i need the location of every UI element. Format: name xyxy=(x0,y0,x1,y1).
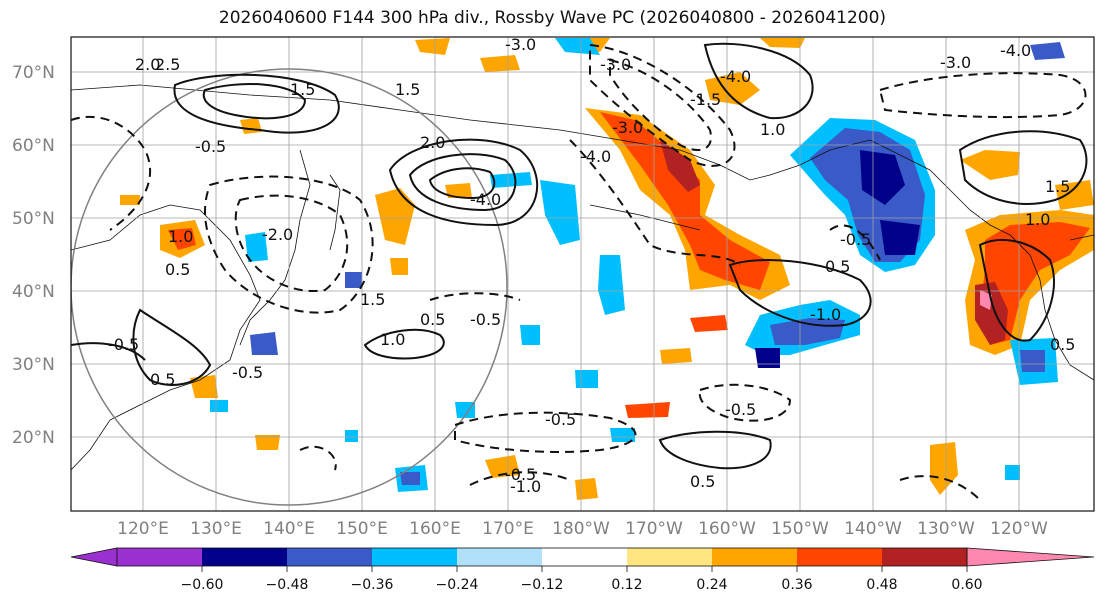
colorbar-segment xyxy=(712,548,797,566)
contour-label: 1.0 xyxy=(760,120,785,139)
colorbar-segment xyxy=(627,548,712,566)
lon-tick-label: 120°E xyxy=(117,519,169,539)
contour-label: -0.5 xyxy=(505,465,536,484)
colorbar-tick-label: −0.60 xyxy=(181,577,224,593)
colorbar-tick-label: −0.48 xyxy=(266,577,309,593)
contour-label: -4.0 xyxy=(580,147,611,166)
contour-label: -1.0 xyxy=(510,477,541,496)
contour-label: -4.0 xyxy=(1000,41,1031,60)
colorbar-tick-label: −0.12 xyxy=(521,577,564,593)
lon-tick-label: 140°E xyxy=(263,519,315,539)
contour-label: -0.5 xyxy=(840,230,871,249)
contour-label: 0.5 xyxy=(150,370,175,389)
lon-tick-label: 160°W xyxy=(698,519,756,539)
lon-tick-label: 180°W xyxy=(552,519,610,539)
contour-label: 0.5 xyxy=(165,260,190,279)
coastlines xyxy=(71,84,1094,471)
colorbar-segment xyxy=(542,548,627,566)
lat-tick-label: 40°N xyxy=(12,282,55,302)
colorbar-under-triangle xyxy=(70,547,118,567)
contour-label: 2.5 xyxy=(155,55,180,74)
contour-label: -1.0 xyxy=(810,305,841,324)
lat-tick-label: 70°N xyxy=(12,63,55,83)
colorbar-segment xyxy=(882,548,967,566)
contour-label: -3.0 xyxy=(940,53,971,72)
radius-circle xyxy=(71,68,508,506)
contour-label: -0.5 xyxy=(232,363,263,382)
contour-label: 2.0 xyxy=(135,55,160,74)
contour-label: -3.0 xyxy=(600,55,631,74)
colorbar-segment xyxy=(457,548,542,566)
contour-label: 0.5 xyxy=(420,310,445,329)
lon-axis: 120°E 130°E 140°E 150°E 160°E 170°E 180°… xyxy=(117,519,1048,539)
contour-label: -3.0 xyxy=(612,118,643,137)
lon-tick-label: 160°E xyxy=(409,519,461,539)
colorbar-segment xyxy=(797,548,882,566)
contour-label: -0.5 xyxy=(108,335,139,354)
contour-label: 1.5 xyxy=(290,80,315,99)
lon-tick-label: 130°E xyxy=(190,519,242,539)
colorbar-tick-label: 0.12 xyxy=(611,577,642,593)
contour-label: 1.5 xyxy=(395,80,420,99)
contour-label: -4.0 xyxy=(470,190,501,209)
contour-label: 1.0 xyxy=(168,227,193,246)
lat-axis: 70°N 60°N 50°N 40°N 30°N 20°N xyxy=(12,63,55,448)
map-content: 2.0 2.5 -0.5 1.5 1.5 2.0 -4.0 -3.0 -3.0 … xyxy=(71,35,1094,511)
colorbar-segment xyxy=(202,548,287,566)
contour-label: 1.5 xyxy=(1045,177,1070,196)
map-frame xyxy=(70,36,1095,512)
colorbar-segment xyxy=(117,548,202,566)
contour-label: -0.5 xyxy=(195,137,226,156)
contour-label: -4.0 xyxy=(720,67,751,86)
contour-label: 0.5 xyxy=(1050,335,1075,354)
graticule xyxy=(71,37,1094,511)
contour-label: 2.0 xyxy=(420,133,445,152)
colorbar-tick-label: −0.24 xyxy=(436,577,479,593)
contour-label: -1.5 xyxy=(690,90,721,109)
contour-label: -3.0 xyxy=(505,35,536,54)
lon-tick-label: 150°E xyxy=(336,519,388,539)
lon-tick-label: 170°E xyxy=(482,519,534,539)
contour-label: 1.0 xyxy=(1025,210,1050,229)
positive-contours xyxy=(71,42,1088,470)
colorbar-tick-label: −0.36 xyxy=(351,577,394,593)
negative-contours xyxy=(71,43,1087,501)
lat-tick-label: 60°N xyxy=(12,136,55,156)
lat-tick-label: 50°N xyxy=(12,209,55,229)
colorbar-ticks xyxy=(201,566,968,572)
map-area xyxy=(71,37,1094,511)
lat-tick-label: 30°N xyxy=(12,355,55,375)
colorbar-segment xyxy=(372,548,457,566)
contour-label: 1.0 xyxy=(380,330,405,349)
lon-tick-label: 130°W xyxy=(917,519,975,539)
lon-tick-label: 120°W xyxy=(990,519,1048,539)
colorbar: −0.60 −0.48 −0.36 −0.24 −0.12 0.12 0.24 … xyxy=(70,547,1095,593)
lon-tick-label: 150°W xyxy=(771,519,829,539)
colorbar-tick-label: 0.36 xyxy=(781,577,812,593)
colorbar-segment xyxy=(287,548,372,566)
contour-label: -0.5 xyxy=(470,310,501,329)
contour-label: -0.5 xyxy=(545,410,576,429)
contour-label: 0.5 xyxy=(825,257,850,276)
lon-tick-label: 140°W xyxy=(844,519,902,539)
colorbar-over-triangle xyxy=(966,547,1095,567)
contour-labels: 2.0 2.5 -0.5 1.5 1.5 2.0 -4.0 -3.0 -3.0 … xyxy=(108,35,1075,496)
lat-tick-label: 20°N xyxy=(12,428,55,448)
divergence-shading xyxy=(120,38,1094,500)
map-title: 2026040600 F144 300 hPa div., Rossby Wav… xyxy=(218,8,887,28)
colorbar-tick-label: 0.48 xyxy=(866,577,897,593)
contour-label: 1.5 xyxy=(360,290,385,309)
contour-label: -2.0 xyxy=(262,225,293,244)
colorbar-tick-label: 0.24 xyxy=(696,577,727,593)
contour-label: -0.5 xyxy=(725,400,756,419)
contour-label: 0.5 xyxy=(690,472,715,491)
colorbar-tick-label: 0.60 xyxy=(951,577,982,593)
lon-tick-label: 170°W xyxy=(625,519,683,539)
